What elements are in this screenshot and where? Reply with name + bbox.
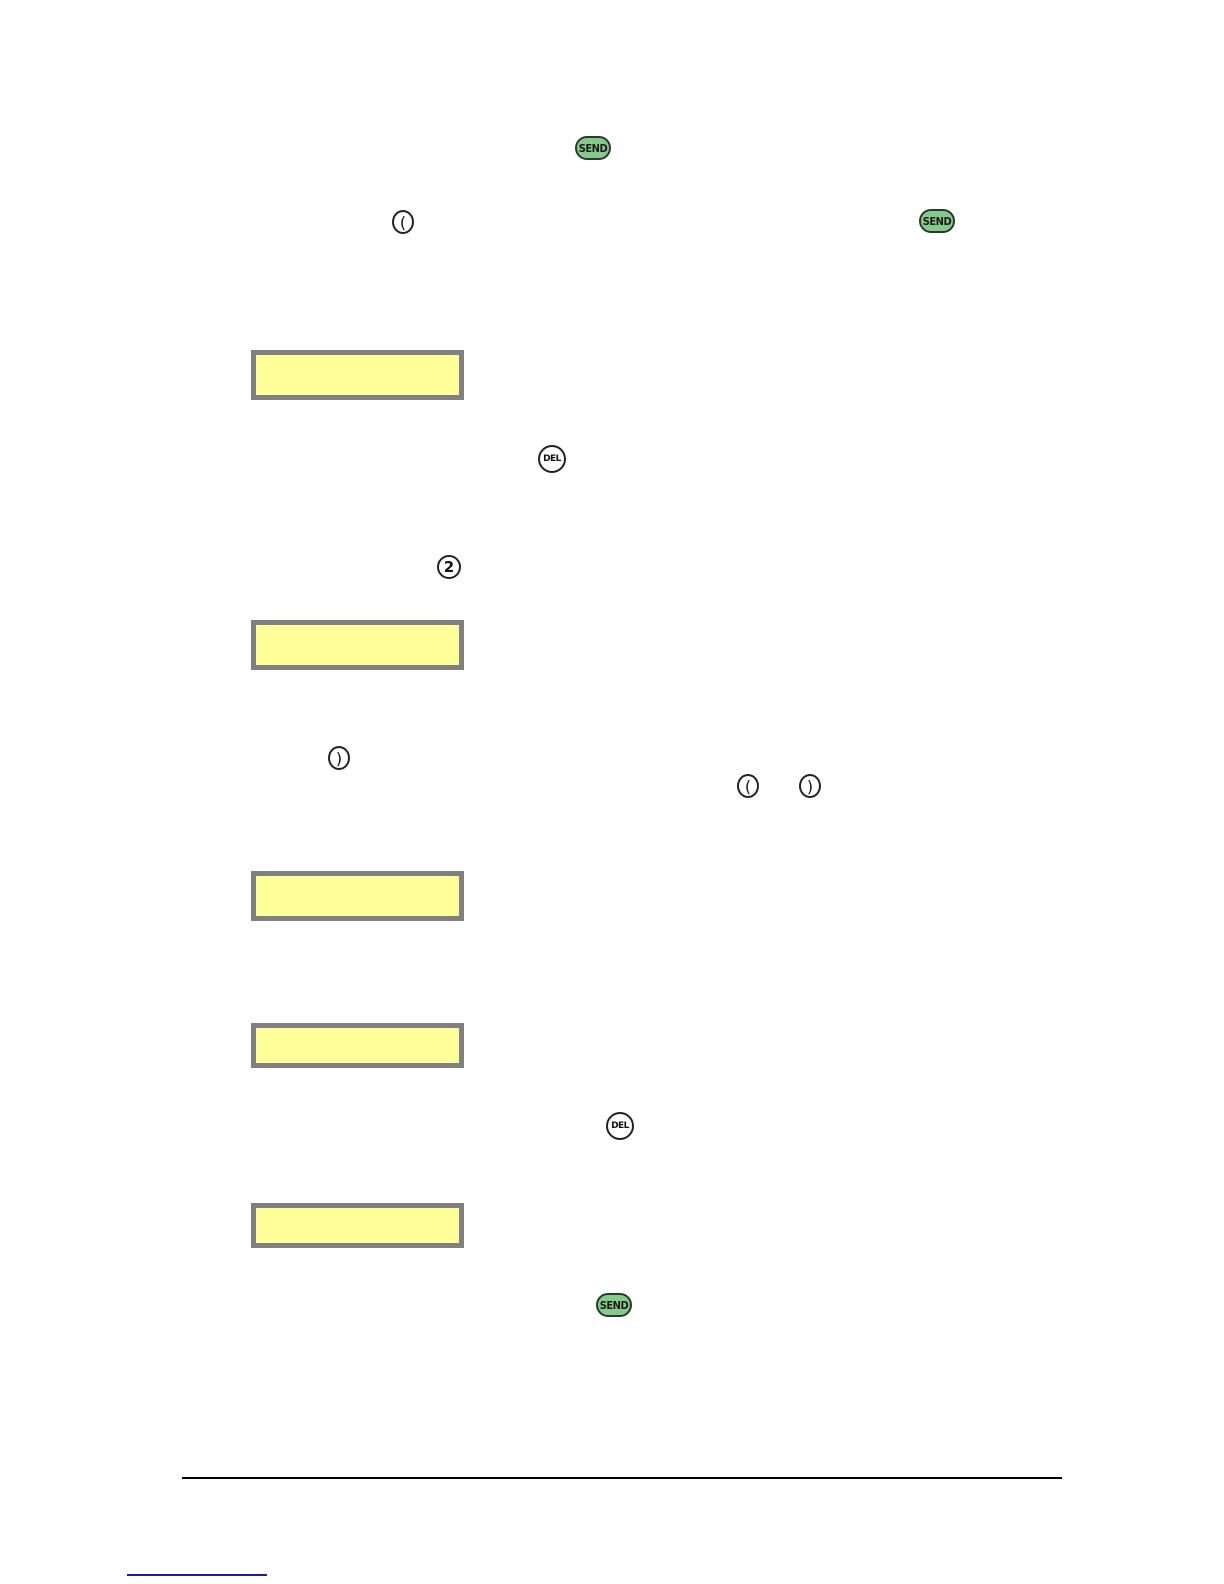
display-screen-3	[251, 871, 464, 921]
display-screen-5	[251, 1203, 464, 1248]
right-softkey-label: )	[806, 776, 814, 796]
delete-key-label: DEL	[611, 1121, 629, 1131]
send-key-icon: SEND	[596, 1293, 632, 1317]
left-softkey-label: (	[744, 776, 752, 796]
number-2-key-icon: 2	[437, 555, 461, 579]
delete-key-label: DEL	[543, 454, 561, 464]
send-key-label: SEND	[922, 214, 952, 228]
send-key-icon: SEND	[919, 209, 955, 233]
right-softkey-label: )	[335, 748, 343, 768]
delete-key-icon: DEL	[606, 1112, 634, 1140]
display-screen-2	[251, 620, 464, 670]
display-screen-1	[251, 350, 464, 400]
left-softkey-label: (	[399, 212, 407, 232]
display-screen-4	[251, 1023, 464, 1068]
right-softkey-icon: )	[328, 746, 350, 770]
send-key-label: SEND	[578, 141, 608, 155]
number-2-key-label: 2	[443, 558, 455, 576]
left-softkey-icon: (	[737, 774, 759, 798]
footer-divider	[182, 1477, 1062, 1479]
send-key-icon: SEND	[575, 136, 611, 160]
right-softkey-icon: )	[799, 774, 821, 798]
send-key-label: SEND	[599, 1298, 629, 1312]
delete-key-icon: DEL	[538, 445, 566, 473]
footer-link-underline[interactable]	[127, 1574, 267, 1576]
left-softkey-icon: (	[392, 210, 414, 234]
